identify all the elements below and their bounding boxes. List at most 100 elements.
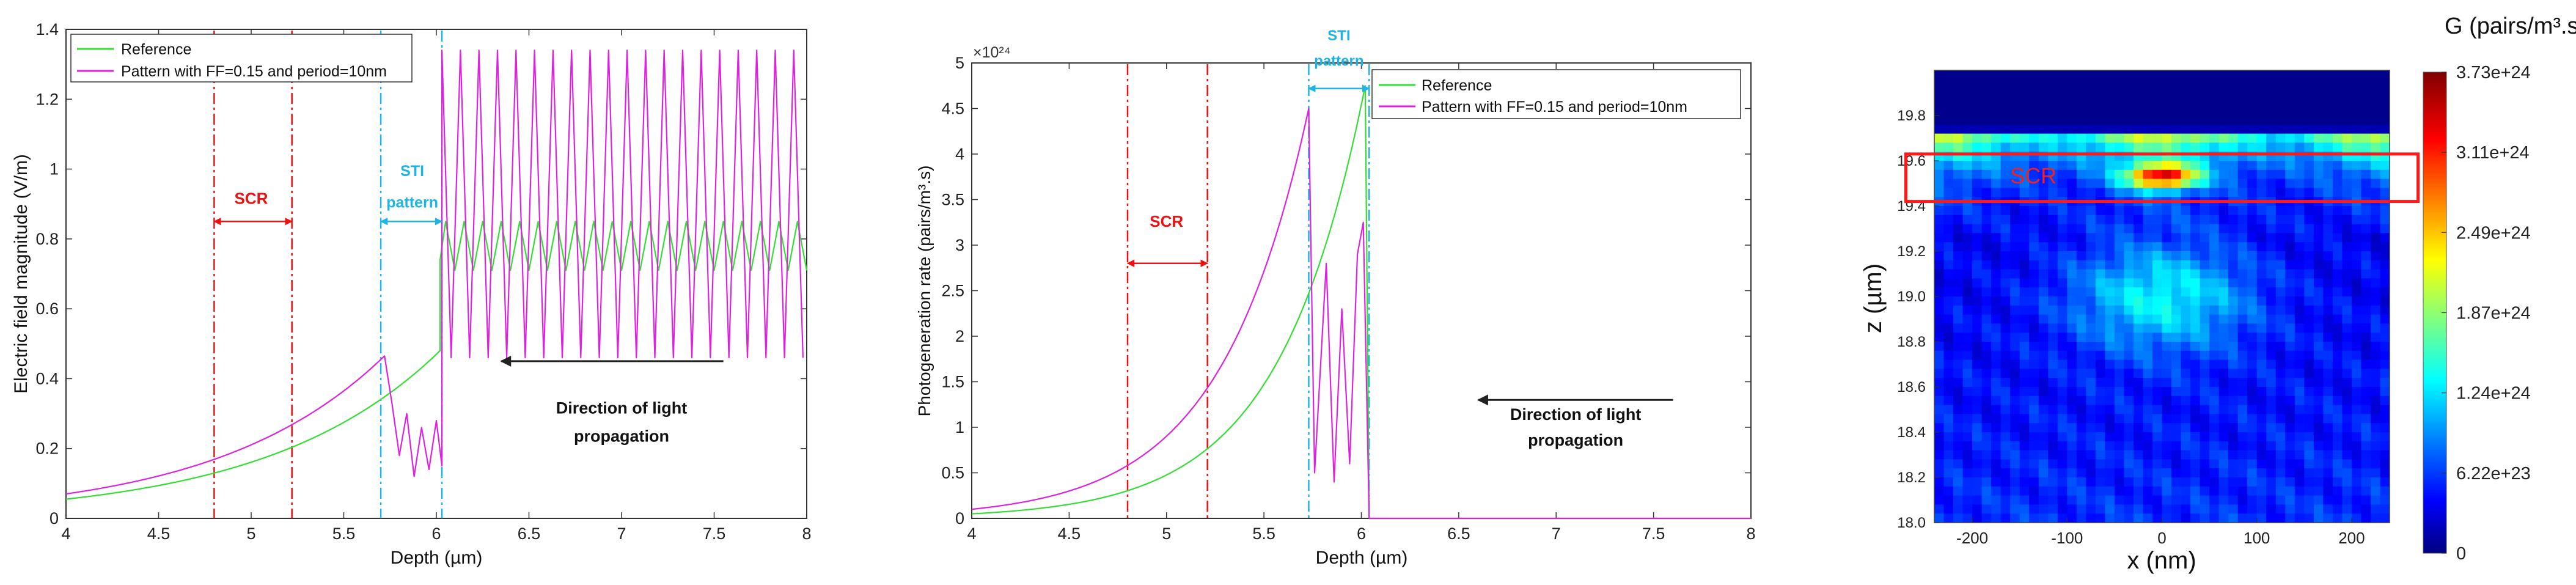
heatmap-cell xyxy=(2086,215,2096,225)
heatmap-cell xyxy=(2057,387,2068,397)
heatmap-cell xyxy=(2038,224,2049,234)
heatmap-cell xyxy=(2162,387,2172,397)
heatmap-cell xyxy=(2323,468,2333,478)
heatmap-cell xyxy=(2181,178,2191,188)
plot-area xyxy=(971,62,1752,519)
heatmap-cell xyxy=(2105,269,2115,279)
heatmap-cell xyxy=(2209,116,2220,125)
heatmap-cell xyxy=(2370,88,2381,98)
y-tick-label: 1 xyxy=(50,160,59,178)
heatmap-cell xyxy=(2200,133,2210,143)
heatmap-cell xyxy=(2067,287,2077,297)
heatmap-cell xyxy=(2105,278,2115,288)
heatmap-cell xyxy=(2351,504,2362,514)
heatmap-cell xyxy=(2228,414,2239,424)
heatmap-cell xyxy=(2275,215,2286,225)
heatmap-cell xyxy=(2342,513,2352,523)
heatmap-cell xyxy=(2228,242,2239,252)
heatmap-cell xyxy=(1953,233,1964,243)
heatmap-cell xyxy=(2247,378,2258,388)
heatmap-cell xyxy=(2361,477,2371,487)
heatmap-cell xyxy=(2181,468,2191,478)
heatmap-cell xyxy=(2332,269,2343,279)
heatmap-cell xyxy=(2181,396,2191,406)
heatmap-cell xyxy=(2332,97,2343,107)
heatmap-cell xyxy=(1962,88,1973,98)
heatmap-cell xyxy=(2228,477,2239,487)
heatmap-cell xyxy=(1972,178,1983,188)
heatmap-cell xyxy=(2029,378,2039,388)
heatmap-cell xyxy=(2332,477,2343,487)
heatmap-cell xyxy=(2114,251,2125,261)
heatmap-cell xyxy=(2000,314,2011,324)
heatmap-cell xyxy=(2351,169,2362,180)
heatmap-cell xyxy=(2105,350,2115,361)
heatmap-cell xyxy=(2019,441,2030,451)
heatmap-cell xyxy=(2342,242,2352,252)
heatmap-cell xyxy=(2209,396,2220,406)
heatmap-cell xyxy=(2105,124,2115,134)
heatmap-cell xyxy=(1962,242,1973,252)
heatmap-cell xyxy=(2313,287,2324,297)
heatmap-cell xyxy=(2380,459,2390,469)
heatmap-cell xyxy=(2342,504,2352,514)
heatmap-cell xyxy=(2057,369,2068,378)
heatmap-cell xyxy=(2057,260,2068,270)
heatmap-cell xyxy=(2181,206,2191,216)
heatmap-cell xyxy=(2181,215,2191,225)
heatmap-cell xyxy=(2143,269,2153,279)
heatmap-cell xyxy=(2332,305,2343,315)
heatmap-cell xyxy=(2114,242,2125,252)
heatmap-cell xyxy=(2057,88,2068,98)
heatmap-cell xyxy=(2247,350,2258,361)
heatmap-cell xyxy=(1953,116,1964,125)
heatmap-cell xyxy=(2285,359,2295,369)
heatmap-cell xyxy=(2038,188,2049,197)
heatmap-cell xyxy=(2086,441,2096,451)
heatmap-cell xyxy=(2256,342,2267,351)
heatmap-cell xyxy=(2010,287,2020,297)
heatmap-cell xyxy=(2332,278,2343,288)
heatmap-cell xyxy=(1943,414,1954,424)
heatmap-cell xyxy=(2010,269,2020,279)
heatmap-cell xyxy=(2010,206,2020,216)
heatmap-cell xyxy=(2124,215,2134,225)
heatmap-cell xyxy=(2181,405,2191,414)
heatmap-cell xyxy=(2247,224,2258,234)
heatmap-cell xyxy=(2200,359,2210,369)
heatmap-cell xyxy=(2380,161,2390,171)
heatmap-cell xyxy=(2285,169,2295,180)
heatmap-cell xyxy=(2086,242,2096,252)
heatmap-cell xyxy=(2010,305,2020,315)
heatmap-cell xyxy=(2000,178,2011,188)
heatmap-cell xyxy=(2010,423,2020,433)
heatmap-cell xyxy=(1972,369,1983,378)
heatmap-cell xyxy=(2048,287,2058,297)
heatmap-cell xyxy=(2181,169,2191,180)
heatmap-cell xyxy=(2361,359,2371,369)
heatmap-cell xyxy=(2010,468,2020,478)
heatmap-cell xyxy=(2294,314,2305,324)
heatmap-cell xyxy=(2218,441,2229,451)
heatmap-cell xyxy=(2342,206,2352,216)
heatmap-cell xyxy=(2247,287,2258,297)
heatmap-cell xyxy=(2038,504,2049,514)
heatmap-cell xyxy=(2029,314,2039,324)
heatmap-cell xyxy=(2067,133,2077,143)
heatmap-cell xyxy=(2057,468,2068,478)
heatmap-cell xyxy=(2105,233,2115,243)
heatmap-cell xyxy=(2143,188,2153,197)
y-tick-label: 19.2 xyxy=(1897,243,1926,260)
heatmap-cell xyxy=(1991,387,2002,397)
heatmap-cell xyxy=(1981,251,1992,261)
sti-label-line1: STI xyxy=(1327,28,1350,44)
heatmap-cell xyxy=(2304,296,2314,306)
heatmap-cell xyxy=(2162,79,2172,89)
heatmap-cell xyxy=(1981,97,1992,107)
heatmap-cell xyxy=(2342,79,2352,89)
heatmap-cell xyxy=(2171,387,2182,397)
heatmap-cell xyxy=(1991,269,2002,279)
heatmap-cell xyxy=(2133,133,2144,143)
heatmap-cell xyxy=(2000,378,2011,388)
heatmap-cell xyxy=(2275,233,2286,243)
